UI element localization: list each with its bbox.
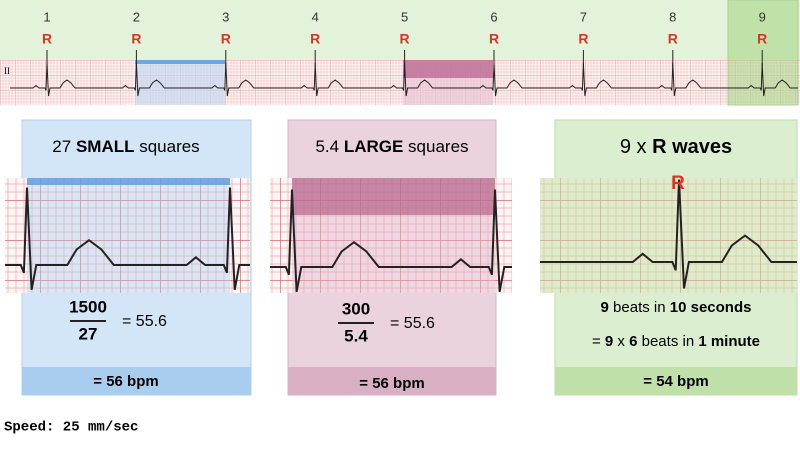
r-label: R xyxy=(221,31,231,47)
panel-title: 5.4 LARGE squares xyxy=(315,137,468,156)
title-emphasis: SMALL xyxy=(76,137,135,156)
r-label: R xyxy=(489,31,499,47)
title-text: squares xyxy=(403,137,468,156)
answer-band xyxy=(22,367,251,395)
denominator: 5.4 xyxy=(344,326,368,345)
footer: Speed: 25 mm/sec xyxy=(4,420,138,436)
r-label: R xyxy=(131,31,141,47)
beat-number: 8 xyxy=(669,9,676,24)
text: beats in xyxy=(609,299,670,316)
title-emphasis: R waves xyxy=(652,136,732,158)
ecg-trace xyxy=(540,179,797,289)
emphasis: 9 xyxy=(601,299,609,316)
r-label: R xyxy=(42,31,52,47)
emphasis: 9 xyxy=(605,333,613,350)
ecg-inset xyxy=(5,178,250,293)
denominator: 27 xyxy=(79,324,98,343)
lead-label: II xyxy=(4,66,10,76)
text: beats in xyxy=(637,333,698,350)
ecg-strip xyxy=(0,60,800,105)
beat-number: 4 xyxy=(312,9,319,24)
numerator: 1500 xyxy=(69,297,107,316)
small-squares-band xyxy=(135,60,225,64)
beat-number: 7 xyxy=(580,9,587,24)
r-label: R xyxy=(578,31,588,47)
beat-number: 2 xyxy=(133,9,140,24)
text: x xyxy=(613,333,629,350)
title-text: 9 x xyxy=(620,136,652,158)
ecg-trace xyxy=(5,187,250,290)
inset-band xyxy=(292,178,495,215)
answer: = 56 bpm xyxy=(359,375,424,392)
ecg-trace xyxy=(10,62,798,97)
inset-highlight xyxy=(540,178,797,293)
beat-number: 3 xyxy=(222,9,229,24)
title-emphasis: LARGE xyxy=(344,137,404,156)
answer-band xyxy=(288,367,496,395)
beat-number: 9 xyxy=(759,9,766,24)
beat-number: 5 xyxy=(401,9,408,24)
ecg-trace xyxy=(270,189,512,292)
r-label: R xyxy=(400,31,410,47)
header-band xyxy=(0,0,800,60)
answer: = 54 bpm xyxy=(643,373,708,390)
text-line: = 9 x 6 beats in 1 minute xyxy=(592,333,760,350)
title-text: 5.4 xyxy=(315,137,343,156)
beat-number: 1 xyxy=(43,9,50,24)
result: = 55.6 xyxy=(122,313,167,330)
inset-highlight xyxy=(27,178,230,293)
small-squares-highlight xyxy=(135,60,225,105)
title-text: 27 xyxy=(52,137,76,156)
numerator: 300 xyxy=(342,299,370,318)
answer: = 56 bpm xyxy=(93,373,158,390)
text: = xyxy=(592,333,605,350)
inset-band xyxy=(27,178,230,185)
result: = 55.6 xyxy=(390,315,435,332)
r-marker: R xyxy=(671,173,685,194)
panel-title: 9 x R waves xyxy=(620,136,732,158)
emphasis: 1 minute xyxy=(698,333,760,350)
title-text: squares xyxy=(134,137,199,156)
text-line: 9 beats in 10 seconds xyxy=(601,299,752,316)
large-squares-band xyxy=(403,60,493,78)
beat-number: 6 xyxy=(490,9,497,24)
panel-title: 27 SMALL squares xyxy=(52,137,199,156)
r-label: R xyxy=(310,31,320,47)
answer-band xyxy=(555,367,797,395)
emphasis: 6 xyxy=(629,333,637,350)
r-label: R xyxy=(757,31,767,47)
emphasis: 10 seconds xyxy=(670,299,752,316)
r-label: R xyxy=(668,31,678,47)
